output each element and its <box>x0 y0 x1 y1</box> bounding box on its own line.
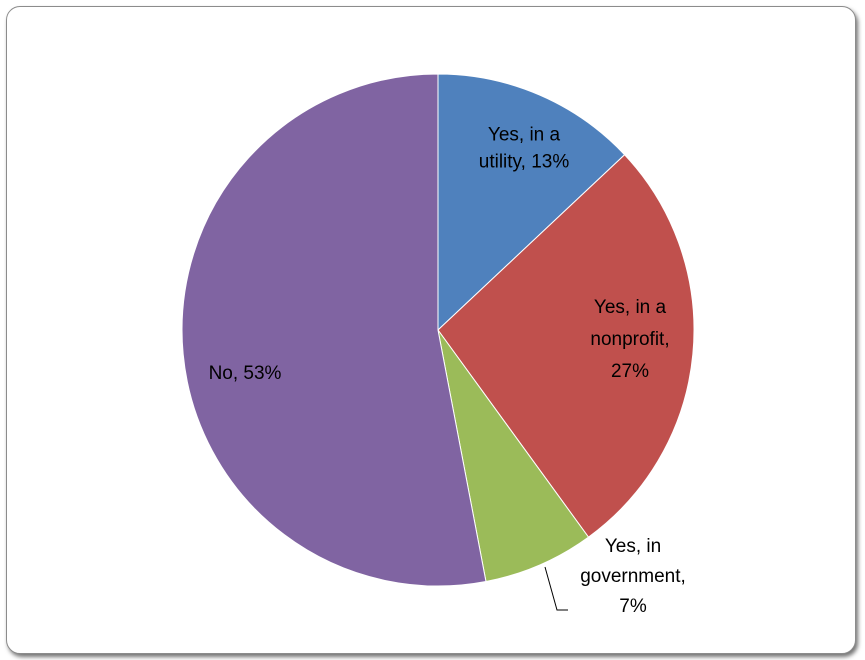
data-label-no: No, 53% <box>209 363 282 384</box>
leader-line-yes-in-government <box>545 567 568 610</box>
leader-lines <box>545 567 568 610</box>
data-label-yes-in-government: Yes, in government, 7% <box>580 536 686 617</box>
